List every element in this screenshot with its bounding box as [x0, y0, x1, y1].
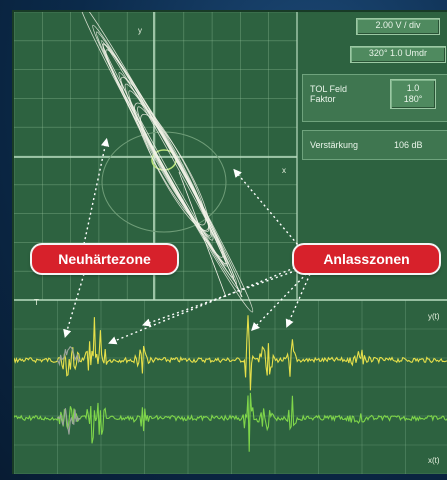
oscilloscope-screen: 2.00 V / div 320° 1.0 Umdr TOL Feld Fakt… — [12, 10, 447, 474]
callout-arrow — [251, 269, 311, 332]
callout-arrow — [63, 273, 85, 339]
tol-angle-value: 180° — [403, 94, 423, 104]
gain-panel — [302, 130, 447, 160]
callout-arrow — [233, 168, 305, 253]
lissajous-tail — [188, 181, 243, 298]
lissajous-loop — [100, 40, 238, 284]
neuhaertezone-callout: Neuhärtezone — [32, 245, 177, 273]
lissajous-loop — [140, 113, 210, 231]
lissajous-loop — [78, 12, 254, 313]
xt-trace-path-gray-segment — [56, 408, 81, 435]
lissajous-loop — [120, 76, 210, 233]
y-axis-label: y — [138, 26, 142, 35]
tol-factor-button[interactable]: 1.0 180° — [390, 79, 436, 109]
gain-label: Verstärkung — [310, 140, 359, 150]
yt-signal-trace — [14, 315, 447, 391]
yt-trace-path-gray-segment — [56, 346, 81, 367]
x-axis-label: x — [282, 166, 286, 175]
lissajous-loop — [128, 90, 211, 236]
yt-trace-path — [14, 315, 447, 391]
callout-arrow — [142, 266, 307, 327]
callout-arrows — [63, 137, 311, 345]
lissajous-loop — [105, 49, 224, 258]
yt-label: y(t) — [428, 312, 440, 321]
tol-factor-value: 1.0 — [406, 83, 420, 93]
trigger-marker: T — [34, 298, 39, 307]
tol-factor-label: Faktor — [310, 94, 336, 104]
oscilloscope-display — [14, 12, 447, 474]
lissajous-trace — [78, 12, 254, 313]
lissajous-loop — [134, 102, 207, 226]
lissajous-loop — [92, 24, 243, 293]
callout-arrow — [83, 137, 110, 245]
tol-field-label: TOL Feld — [310, 84, 348, 94]
lissajous-tail — [178, 171, 227, 298]
xt-label: x(t) — [428, 456, 440, 465]
volts-per-div-button[interactable]: 2.00 V / div — [356, 18, 440, 35]
gain-value: 106 dB — [394, 140, 423, 150]
phase-rotation-button[interactable]: 320° 1.0 Umdr — [350, 46, 446, 63]
xt-signal-trace — [14, 392, 447, 452]
xt-trace-path — [14, 392, 447, 452]
callout-arrow — [285, 273, 311, 328]
anlasszonen-callout: Anlasszonen — [294, 245, 439, 273]
lissajous-loop — [137, 106, 212, 238]
